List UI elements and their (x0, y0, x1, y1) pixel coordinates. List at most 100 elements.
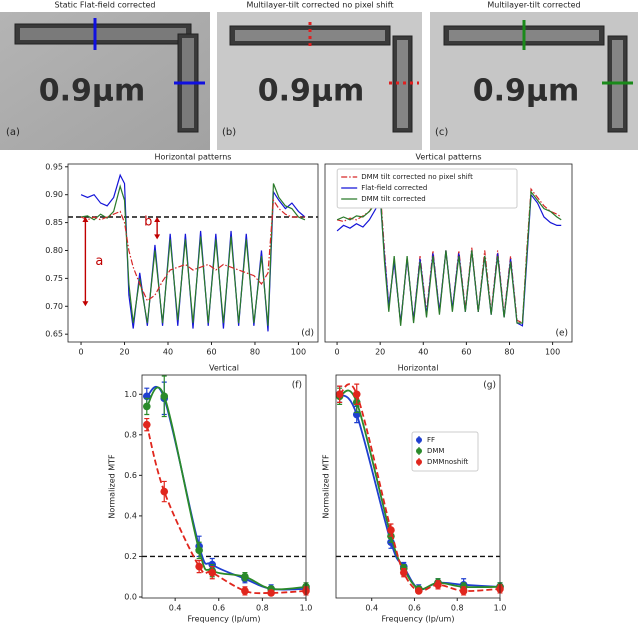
marker (352, 390, 361, 399)
y-axis-label: Normalized MTF (108, 454, 117, 519)
x-tick-label: 0 (78, 348, 83, 357)
series-line (80, 183, 306, 326)
image-text: 0.9μm (473, 74, 579, 109)
legend-label: DMMnoshift (427, 458, 469, 466)
x-tick-label: 40 (418, 348, 428, 357)
marker (208, 568, 217, 577)
legend-box (336, 168, 518, 209)
y-tick-label: 0.65 (45, 330, 63, 339)
panel-label: (g) (483, 381, 496, 391)
chart-title: Vertical patterns (415, 153, 481, 162)
marker (267, 589, 275, 597)
marker (335, 390, 344, 399)
bar-pattern-inner (235, 30, 385, 41)
x-tick-label: 0.4 (365, 604, 378, 613)
x-tick-label: 1.0 (494, 604, 507, 613)
y-tick-label: 1.0 (124, 390, 137, 399)
x-tick-label: 40 (163, 348, 173, 357)
x-tick-label: 20 (375, 348, 385, 357)
marker (160, 487, 169, 496)
x-tick-label: 1.0 (300, 604, 313, 613)
marker (195, 562, 203, 571)
annotation-label: b (144, 215, 152, 230)
x-tick-label: 0.8 (451, 604, 464, 613)
x-tick-label: 0.6 (212, 604, 225, 613)
panel-label: (d) (301, 329, 314, 339)
image-text: 0.9μm (39, 74, 145, 109)
x-tick-label: 20 (119, 348, 129, 357)
marker (160, 392, 169, 401)
marker (459, 587, 468, 595)
y-tick-label: 0.4 (124, 511, 137, 520)
y-tick-label: 0.8 (124, 430, 137, 439)
chart: Vertical 0.4 0.6 0.8 1.0 0.0 0.2 0.4 0.6 0.8 1.0 (f… (108, 364, 313, 623)
y-tick-label: 0.0 (124, 592, 137, 601)
annotation-label: a (95, 254, 103, 269)
y-tick-label: 0.85 (45, 218, 63, 227)
legend-swatch (416, 459, 422, 465)
y-tick-label: 0.95 (45, 162, 63, 171)
chart: Horizontal 0.4 0.6 0.8 1.0 (g) Frequency (lp/u… (322, 364, 507, 623)
series-line (338, 389, 501, 591)
marker (241, 587, 249, 595)
legend-swatch (416, 437, 422, 443)
series-line (80, 198, 305, 302)
legend-label: DMM tilt corrected (361, 195, 426, 203)
y-tick-label: 0.90 (45, 190, 63, 199)
x-axis-label: Frequency (lp/um) (382, 615, 455, 623)
legend-box (411, 431, 479, 472)
legend-swatch (416, 448, 422, 454)
x-tick-label: 100 (291, 348, 306, 357)
series-line (338, 383, 501, 593)
x-tick-label: 100 (545, 348, 560, 357)
x-tick-label: 0.8 (256, 604, 269, 613)
panel-label: (e) (555, 329, 568, 339)
chart-title: Horizontal (398, 364, 439, 373)
chart-title: Horizontal patterns (155, 153, 232, 162)
marker (387, 526, 395, 534)
bar-pattern-inner (20, 28, 186, 40)
bar-pattern-inner (397, 40, 408, 128)
y-axis-label: Normalized MTF (322, 454, 331, 519)
y-tick-label: 0.6 (124, 471, 137, 480)
marker (142, 402, 151, 411)
chart-title: Vertical (209, 364, 239, 373)
y-tick-label: 0.75 (45, 274, 63, 283)
image-text: 0.9μm (258, 74, 364, 109)
panel-label: (f) (292, 381, 302, 391)
x-tick-label: 80 (250, 348, 260, 357)
axes-frame (324, 163, 573, 343)
marker (142, 420, 151, 429)
x-tick-label: 0 (335, 348, 340, 357)
legend-label: DMM (427, 447, 444, 455)
plot-area (68, 164, 318, 342)
x-tick-label: 0.6 (408, 604, 421, 613)
marker (399, 568, 408, 577)
image-panel: Multilayer-tilt corrected no pixel shift… (217, 1, 422, 150)
x-tick-label: 60 (206, 348, 216, 357)
plot-area (336, 375, 500, 598)
y-tick-label: 0.70 (45, 302, 63, 311)
y-tick-label: 0.2 (124, 552, 137, 561)
marker (414, 587, 423, 595)
chart: Vertical patterns 0 20 40 60 80 100 (e) DMM tilt… (324, 153, 573, 357)
image-title: Multilayer-tilt corrected (487, 1, 580, 10)
axes-frame (67, 163, 319, 343)
image-panel: Multilayer-tilt corrected 0.9μm (c) (430, 1, 638, 150)
marker (195, 546, 203, 555)
panel-label: (c) (435, 127, 448, 138)
marker (241, 572, 249, 581)
legend-label: Flat-field corrected (361, 184, 427, 192)
axes-frame (335, 374, 501, 599)
x-axis-label: Frequency (lp/um) (188, 615, 261, 623)
x-tick-label: 60 (461, 348, 471, 357)
panel-label: (b) (222, 127, 236, 138)
legend-label: DMM tilt corrected no pixel shift (361, 173, 473, 181)
x-tick-label: 80 (504, 348, 514, 357)
arrow-head (154, 217, 161, 240)
y-tick-label: 0.80 (45, 246, 63, 255)
legend-label: FF (427, 436, 435, 444)
x-tick-label: 0.4 (169, 604, 182, 613)
panel-label: (a) (6, 127, 20, 138)
